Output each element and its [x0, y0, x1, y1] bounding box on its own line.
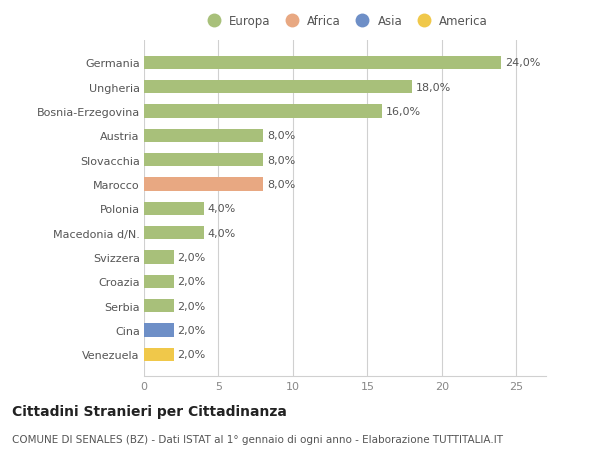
Text: 2,0%: 2,0%	[178, 252, 206, 263]
Text: 8,0%: 8,0%	[267, 131, 295, 141]
Bar	[144, 348, 174, 361]
Bar	[144, 202, 203, 216]
Bar	[144, 81, 412, 94]
Text: 2,0%: 2,0%	[178, 277, 206, 287]
Bar	[144, 226, 203, 240]
Text: 2,0%: 2,0%	[178, 349, 206, 359]
Bar	[144, 275, 174, 288]
Bar	[144, 251, 174, 264]
Text: 2,0%: 2,0%	[178, 301, 206, 311]
Text: 8,0%: 8,0%	[267, 179, 295, 190]
Bar	[144, 178, 263, 191]
Text: COMUNE DI SENALES (BZ) - Dati ISTAT al 1° gennaio di ogni anno - Elaborazione TU: COMUNE DI SENALES (BZ) - Dati ISTAT al 1…	[12, 434, 503, 444]
Text: 18,0%: 18,0%	[416, 83, 451, 92]
Bar	[144, 324, 174, 337]
Bar	[144, 154, 263, 167]
Text: 16,0%: 16,0%	[386, 107, 421, 117]
Text: 2,0%: 2,0%	[178, 325, 206, 335]
Bar	[144, 56, 502, 70]
Text: 8,0%: 8,0%	[267, 155, 295, 165]
Text: 4,0%: 4,0%	[207, 228, 236, 238]
Bar	[144, 299, 174, 313]
Text: 4,0%: 4,0%	[207, 204, 236, 214]
Legend: Europa, Africa, Asia, America: Europa, Africa, Asia, America	[197, 11, 493, 33]
Text: Cittadini Stranieri per Cittadinanza: Cittadini Stranieri per Cittadinanza	[12, 404, 287, 418]
Bar	[144, 129, 263, 143]
Text: 24,0%: 24,0%	[505, 58, 541, 68]
Bar	[144, 105, 382, 118]
